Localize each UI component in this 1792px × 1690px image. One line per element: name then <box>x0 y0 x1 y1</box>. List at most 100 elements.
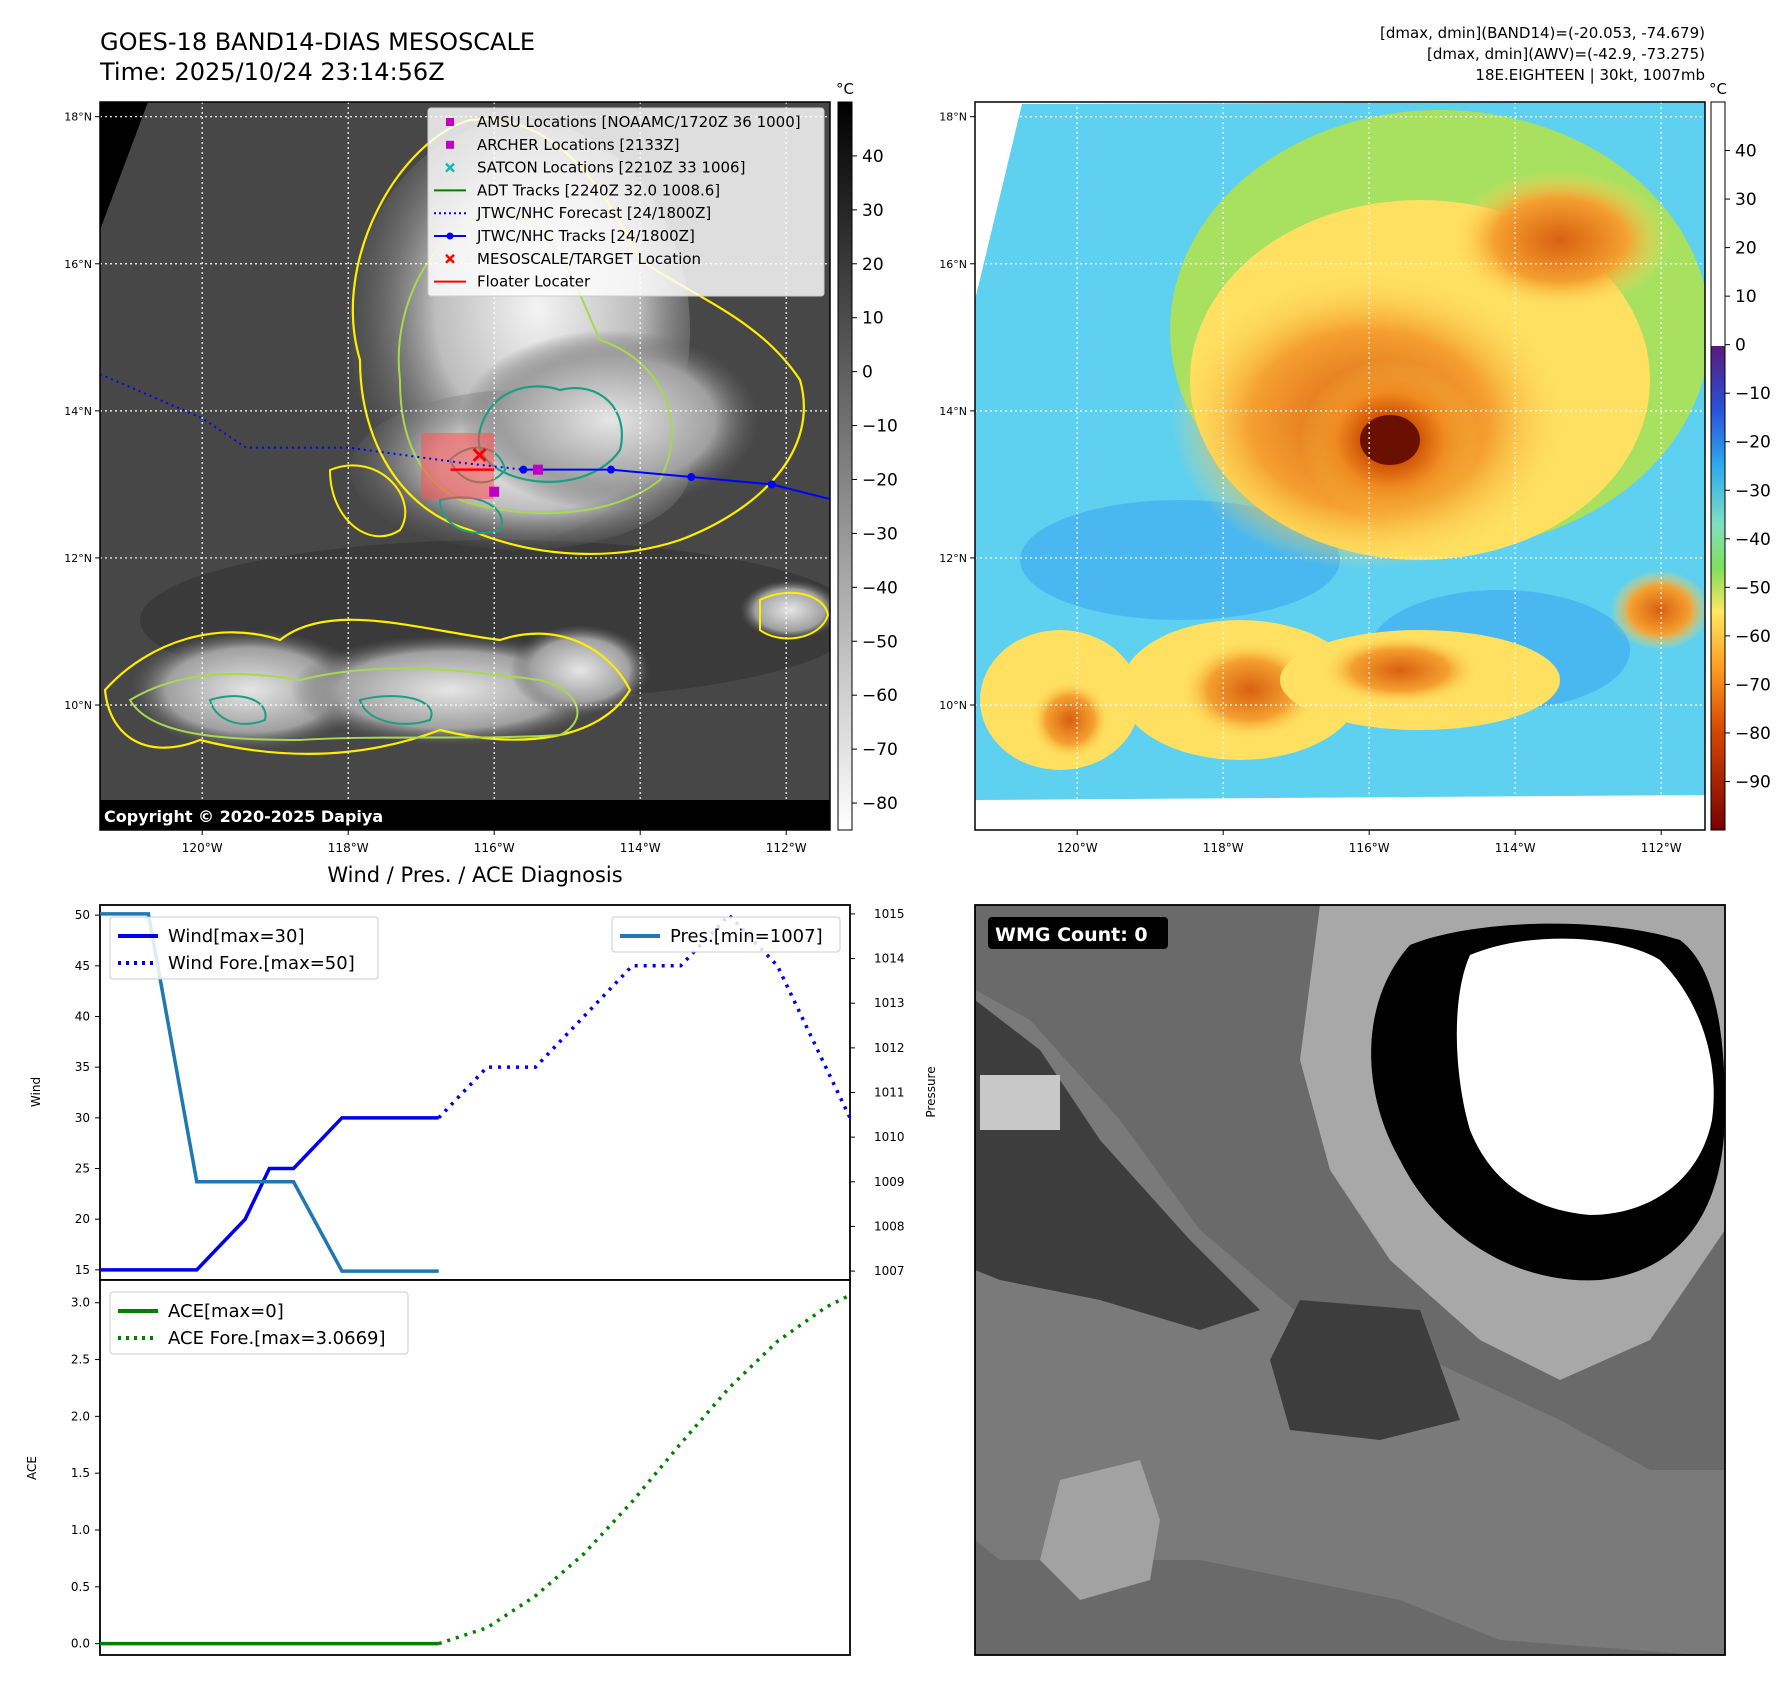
ir-colorbar-tick-label: 10 <box>862 309 884 329</box>
awv-imagery <box>975 102 1705 800</box>
jtwc-track-point <box>767 480 776 489</box>
ir-colorbar-unit: °C <box>836 80 854 98</box>
awv-colorbar-tick-label: −10 <box>1735 384 1771 404</box>
stats-awv: [dmax, dmin](AWV)=(-42.9, -73.275) <box>1427 45 1705 63</box>
ir-colorbar: °C 40 30 20 10 0 −10 −20 −30 −40 −50 −60 −70 −80 <box>836 80 898 831</box>
ir-lat-label: 18°N <box>64 111 92 124</box>
awv-axis-labels: 18°N 16°N 14°N 12°N 10°N 120°W 118°W 116°W 114°W… <box>939 111 1681 855</box>
ace-legend-label: ACE Fore.[max=3.0669] <box>168 1328 386 1349</box>
jtwc-track-point <box>519 465 528 474</box>
ir-colorbar-tick-label: −60 <box>862 686 898 706</box>
legend-label: ADT Tracks [2240Z 32.0 1008.6] <box>477 181 720 199</box>
awv-lon-label: 116°W <box>1349 841 1390 855</box>
ir-lat-label: 12°N <box>64 552 92 565</box>
awv-lat-label: 18°N <box>939 111 967 124</box>
legend-marker-square <box>446 140 454 149</box>
archer-marker <box>489 486 500 497</box>
ir-colorbar-tick-label: 20 <box>862 255 884 275</box>
awv-colorbar-tick-label: −40 <box>1735 530 1771 550</box>
jtwc-track-point <box>607 465 615 474</box>
wind-ytick-label: 50 <box>75 908 90 922</box>
pressure-ytick-label: 1012 <box>874 1041 905 1055</box>
ir-legend-box <box>427 107 825 297</box>
pressure-ytick-label: 1015 <box>874 907 905 921</box>
ace-ytick-label: 1.0 <box>71 1523 90 1537</box>
wmg-imagery <box>975 905 1725 1655</box>
awv-colorbar-tick-label: −70 <box>1735 675 1771 695</box>
awv-colorbar-tick-label: −20 <box>1735 433 1771 453</box>
stats-storm: 18E.EIGHTEEN | 30kt, 1007mb <box>1475 66 1705 84</box>
ace-ytick-label: 0.0 <box>71 1637 90 1651</box>
pressure-ytick-label: 1011 <box>874 1086 905 1100</box>
legend-marker-x <box>445 253 455 264</box>
awv-colorbar-tick-label: 0 <box>1735 336 1746 356</box>
ir-colorbar-tick-label: −70 <box>862 740 898 760</box>
pressure-ytick-label: 1014 <box>874 952 905 966</box>
ace-ytick-label: 1.5 <box>71 1466 90 1480</box>
stats-band14: [dmax, dmin](BAND14)=(-20.053, -74.679) <box>1380 24 1705 42</box>
legend-marker-dot <box>446 232 454 240</box>
ir-colorbar-tick-label: −80 <box>862 794 898 814</box>
ir-lon-label: 118°W <box>328 841 369 855</box>
wind-legend-label: Wind[max=30] <box>168 926 305 947</box>
wind-ytick-label: 25 <box>75 1162 90 1176</box>
ir-lon-label: 120°W <box>182 841 223 855</box>
awv-colorbar-tick-label: −30 <box>1735 481 1771 501</box>
legend-label: MESOSCALE/TARGET Location <box>477 250 701 268</box>
ir-copyright-bar <box>100 800 830 830</box>
ace-legend-label: ACE[max=0] <box>168 1301 284 1322</box>
awv-colorbar-unit: °C <box>1709 80 1727 98</box>
ir-colorbar-ramp <box>837 101 853 831</box>
wind-ytick-label: 45 <box>75 959 90 973</box>
pressure-ytick-label: 1007 <box>874 1264 905 1278</box>
wind-ytick-label: 30 <box>75 1111 90 1125</box>
pressure-ytick-label: 1009 <box>874 1175 905 1189</box>
wind-ytick-label: 35 <box>75 1060 90 1074</box>
ace-ytick-label: 2.5 <box>71 1353 90 1367</box>
wind-ylabel: Wind <box>29 1077 43 1107</box>
ir-track-overlays <box>99 373 831 501</box>
legend-label: JTWC/NHC Forecast [24/1800Z] <box>476 204 711 222</box>
wind-legend-label: Wind Fore.[max=50] <box>168 953 355 974</box>
awv-lon-label: 112°W <box>1641 841 1682 855</box>
awv-colorbar-tick-label: 30 <box>1735 190 1757 210</box>
awv-lon-label: 120°W <box>1057 841 1098 855</box>
ir-lon-label: 114°W <box>620 841 661 855</box>
legend-label: ARCHER Locations [2133Z] <box>477 136 680 154</box>
awv-lat-label: 12°N <box>939 552 967 565</box>
awv-colorbar-ramp <box>1710 101 1726 831</box>
ir-colorbar-tick-label: −20 <box>862 470 898 490</box>
wind-ytick-label: 20 <box>75 1212 90 1226</box>
ir-lon-label: 116°W <box>474 841 515 855</box>
awv-colorbar-tick-label: −50 <box>1735 578 1771 598</box>
legend-label: AMSU Locations [NOAAMC/1720Z 36 1000] <box>477 113 801 131</box>
awv-lat-label: 10°N <box>939 699 967 712</box>
awv-colorbar-tick-label: 20 <box>1735 239 1757 259</box>
legend-label: Floater Locater <box>477 273 591 291</box>
ir-lon-label: 112°W <box>766 841 807 855</box>
amsu-marker <box>533 464 543 475</box>
pressure-ytick-label: 1010 <box>874 1130 905 1144</box>
ace-legend-box <box>109 1291 409 1355</box>
pressure-ylabel: Pressure <box>924 1066 938 1117</box>
figure-title: GOES-18 BAND14-DIAS MESOSCALE <box>100 28 535 56</box>
ir-legend: AMSU Locations [NOAAMC/1720Z 36 1000] ARC… <box>427 107 825 297</box>
target-marker <box>472 447 487 463</box>
legend-label: SATCON Locations [2210Z 33 1006] <box>477 159 745 177</box>
ace-chart: ACE 3.0 2.5 2.0 1.5 1.0 0.5 0.0 ACE[max=0] ACE F… <box>25 1279 851 1656</box>
awv-colorbar-tick-label: −60 <box>1735 627 1771 647</box>
ace-ytick-label: 3.0 <box>71 1296 90 1310</box>
ace-ylabel: ACE <box>25 1456 39 1480</box>
ir-lat-label: 16°N <box>64 258 92 271</box>
ir-colorbar-tick-label: −10 <box>862 417 898 437</box>
series-line-0 <box>100 1116 439 1272</box>
awv-lon-label: 114°W <box>1495 841 1536 855</box>
legend-marker-square <box>446 118 454 126</box>
legend-label: JTWC/NHC Tracks [24/1800Z] <box>476 227 695 245</box>
ir-colorbar-tick-label: 0 <box>862 363 873 383</box>
awv-gridlines <box>975 102 1705 830</box>
ir-colorbar-tick-label: 30 <box>862 201 884 221</box>
ace-ytick-label: 2.0 <box>71 1409 90 1423</box>
pressure-ytick-label: 1013 <box>874 996 905 1010</box>
